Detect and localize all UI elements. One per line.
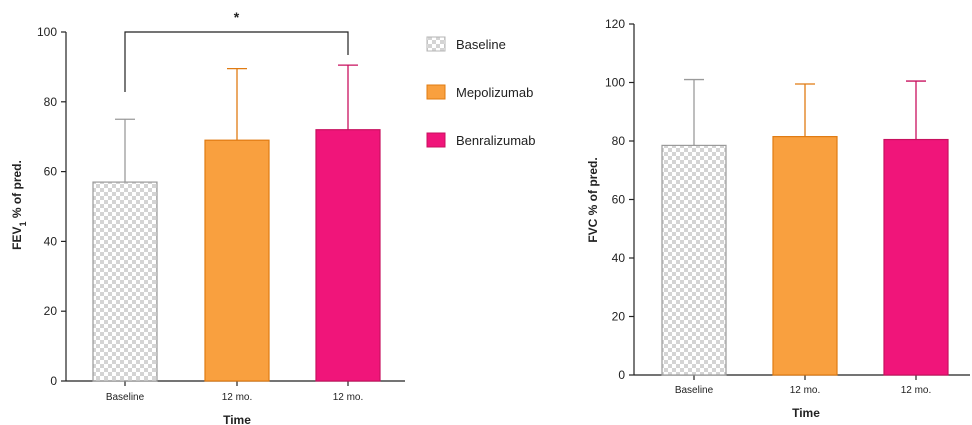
fvc-y-tick-label: 0: [618, 368, 625, 382]
legend-label-baseline: Baseline: [456, 37, 506, 52]
fev1-x-axis: Baseline 12 mo. 12 mo.: [66, 380, 405, 403]
fev1-bar-mepolizumab: [204, 139, 270, 382]
fev1-x-tick-label: 12 mo.: [333, 392, 364, 403]
fvc-y-tick-label: 100: [605, 76, 625, 90]
fvc-bar-mepolizumab: [772, 136, 838, 376]
fvc-y-tick-label: 60: [612, 193, 626, 207]
fev1-y-axis-title: FEV1 % of pred.: [10, 160, 28, 250]
fev1-y-tick-label: 100: [37, 25, 57, 39]
fvc-x-axis-title: Time: [792, 406, 820, 420]
legend-swatch-mepolizumab: [426, 84, 446, 100]
fev1-significance-label: *: [234, 9, 240, 25]
fvc-x-tick-label: Baseline: [675, 385, 714, 396]
fev1-y-tick-label: 0: [50, 374, 57, 388]
legend-swatch-benralizumab: [426, 132, 446, 148]
fev1-y-tick-label: 20: [44, 304, 58, 318]
fev1-y-tick-label: 80: [44, 95, 58, 109]
fvc-chart: 0 20 40 60 80 100 120 Baseline 12 mo. 12 mo. Tim…: [586, 17, 970, 420]
legend-swatch-baseline: [426, 36, 446, 52]
fev1-bar-benralizumab: [315, 129, 381, 382]
fvc-x-tick-label: 12 mo.: [901, 385, 932, 396]
fvc-y-axis: 0 20 40 60 80 100 120: [605, 17, 635, 382]
fvc-y-tick-label: 80: [612, 134, 626, 148]
fvc-y-tick-label: 20: [612, 310, 626, 324]
fvc-x-axis: Baseline 12 mo. 12 mo.: [634, 374, 970, 396]
fev1-bars: [92, 64, 381, 382]
fev1-bar-baseline: [92, 181, 158, 382]
fev1-x-tick-label: Baseline: [106, 392, 145, 403]
fev1-significance-line: [124, 31, 349, 92]
fev1-chart: 0 20 40 60 80 100 Baseline 12 mo. 12 mo. * Time…: [10, 9, 405, 425]
fvc-y-axis-title: FVC % of pred.: [586, 157, 600, 242]
legend-label-mepolizumab: Mepolizumab: [456, 85, 533, 100]
fvc-bar-baseline: [661, 144, 727, 376]
legend: Baseline Mepolizumab Benralizumab: [426, 36, 536, 148]
fev1-x-tick-label: 12 mo.: [222, 392, 253, 403]
fvc-y-tick-label: 40: [612, 251, 626, 265]
fev1-y-tick-label: 60: [44, 165, 58, 179]
fvc-bars: [661, 78, 949, 376]
fev1-y-axis: 0 20 40 60 80 100: [37, 25, 67, 388]
fev1-y-tick-label: 40: [44, 234, 58, 248]
fev1-significance-bracket: *: [124, 9, 349, 92]
fvc-x-tick-label: 12 mo.: [790, 385, 821, 396]
fvc-bar-benralizumab: [883, 138, 949, 376]
fev1-x-axis-title: Time: [223, 413, 251, 425]
fvc-y-tick-label: 120: [605, 17, 625, 31]
legend-label-benralizumab: Benralizumab: [456, 133, 536, 148]
